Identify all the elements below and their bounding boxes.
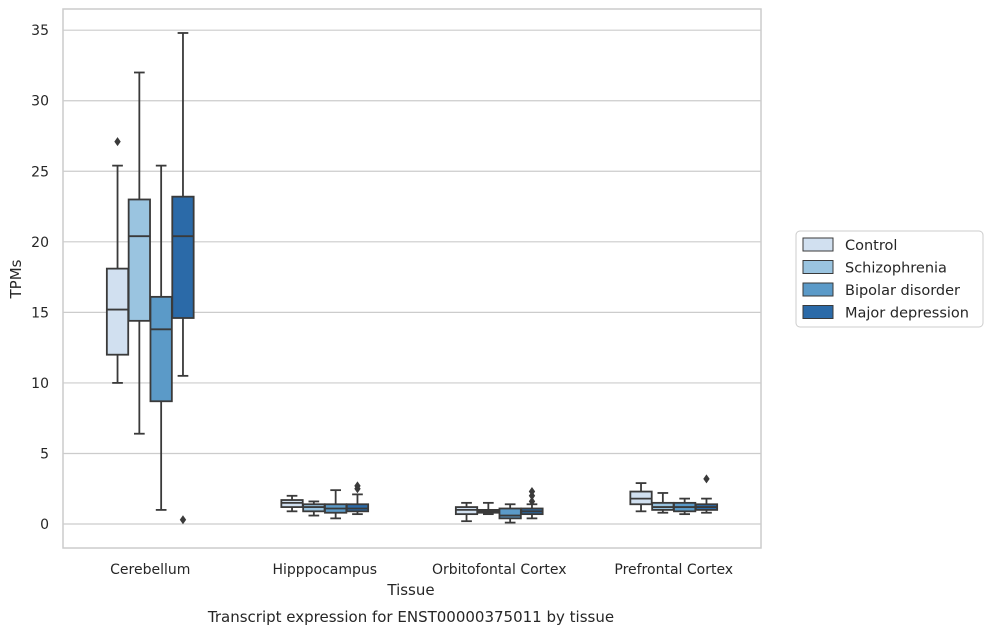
y-tick-label: 30 xyxy=(31,94,49,110)
grid-lines xyxy=(63,29,761,525)
outlier-point xyxy=(114,137,121,147)
box-0-1 xyxy=(127,71,151,435)
legend-label: Schizophrenia xyxy=(845,261,947,277)
legend-swatch xyxy=(802,305,834,319)
x-tick-labels: Cerebellum Hipppocampus Orbitofontal Corte… xyxy=(110,562,733,578)
y-tick-label: 15 xyxy=(31,305,49,321)
box-body xyxy=(498,507,522,520)
box-3-0 xyxy=(629,482,653,513)
box-1-0 xyxy=(280,494,304,513)
box-0-2 xyxy=(149,164,173,511)
box-body xyxy=(149,295,173,403)
box-2-3 xyxy=(520,487,544,520)
x-tick-label: Orbitofontal Cortex xyxy=(432,562,567,578)
y-axis-title: TPMs xyxy=(7,259,25,299)
boxes xyxy=(105,32,719,525)
y-tick-label: 5 xyxy=(40,446,49,462)
legend-label: Bipolar disorder xyxy=(845,283,960,299)
y-tick-label: 25 xyxy=(31,164,49,180)
chart-title: Transcript expression for ENST0000037501… xyxy=(207,608,614,626)
legend-label: Control xyxy=(845,238,897,254)
box-2-0 xyxy=(454,501,479,523)
x-tick-label: Hipppocampus xyxy=(272,562,377,578)
legend-swatch xyxy=(802,282,834,297)
box-2-2 xyxy=(498,503,522,524)
outlier-point xyxy=(179,515,187,525)
y-tick-label: 20 xyxy=(31,235,49,251)
legend-frame xyxy=(795,230,984,328)
x-tick-label: Prefrontal Cortex xyxy=(614,562,733,578)
box-body xyxy=(105,267,130,356)
x-axis-title: Tissue xyxy=(386,581,434,599)
x-tick-label: Cerebellum xyxy=(110,562,190,578)
y-tick-label: 10 xyxy=(31,376,49,392)
box-2-1 xyxy=(476,501,500,516)
plot-area-frame xyxy=(62,8,762,549)
outlier-point xyxy=(528,487,536,497)
box-3-2 xyxy=(673,497,697,516)
box-1-3 xyxy=(345,481,370,516)
box-3-1 xyxy=(651,492,675,514)
box-3-3 xyxy=(694,474,719,514)
box-body xyxy=(127,198,151,322)
box-0-0 xyxy=(105,137,130,384)
outlier-point xyxy=(528,496,536,506)
legend-swatch xyxy=(802,260,834,274)
box-1-2 xyxy=(324,489,348,520)
outlier-point xyxy=(703,474,710,484)
box-1-1 xyxy=(302,500,326,517)
box-body xyxy=(171,195,195,319)
box-0-3 xyxy=(171,32,195,525)
y-tick-labels: 0 5 10 15 20 25 30 35 xyxy=(31,23,49,533)
y-tick-label: 35 xyxy=(31,23,49,39)
legend-swatch xyxy=(802,237,834,252)
legend-label: Major depression xyxy=(845,306,969,322)
y-tick-label: 0 xyxy=(40,517,49,533)
legend: Control Schizophrenia Bipolar disorder Majo… xyxy=(795,230,984,328)
outlier-point xyxy=(354,481,361,491)
